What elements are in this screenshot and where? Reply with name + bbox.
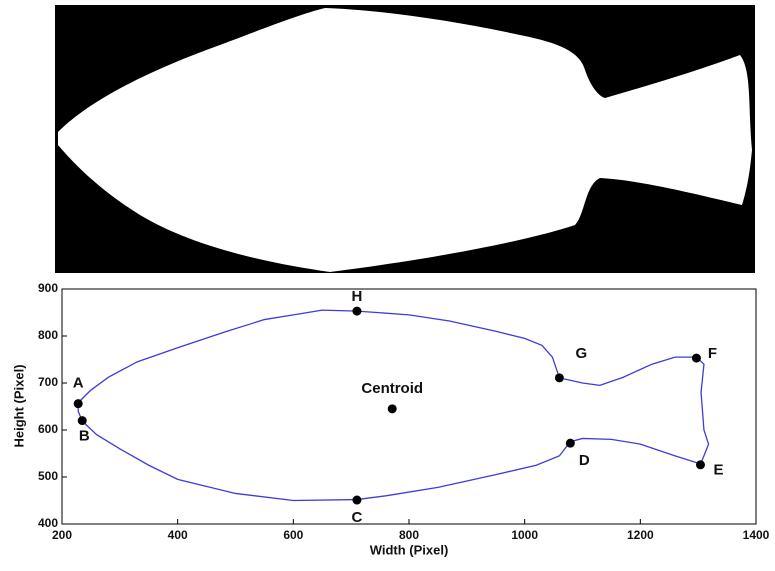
landmark-point (566, 439, 575, 448)
landmark-label: C (352, 509, 363, 526)
y-tick-label: 900 (38, 281, 58, 295)
y-tick-label: 500 (38, 469, 58, 483)
x-tick-label: 1000 (511, 528, 538, 542)
landmark-label: H (352, 288, 363, 305)
y-tick-label: 400 (38, 516, 58, 530)
landmark-label: A (73, 375, 84, 392)
landmark-point (74, 399, 83, 408)
y-axis-label: Height (Pixel) (11, 364, 26, 447)
landmark-point (696, 460, 705, 469)
landmark-point (555, 373, 564, 382)
y-tick-label: 700 (38, 375, 58, 389)
x-tick-label: 1200 (627, 528, 654, 542)
plot-frame (62, 289, 756, 524)
x-tick-label: 600 (283, 528, 303, 542)
landmark-label: B (79, 428, 90, 445)
landmark-point (388, 404, 397, 413)
x-tick-label: 200 (52, 528, 72, 542)
x-axis-label: Width (Pixel) (370, 542, 449, 557)
landmark-point (352, 307, 361, 316)
y-tick-label: 800 (38, 328, 58, 342)
landmark-label: Centroid (361, 380, 423, 397)
landmark-point (352, 496, 361, 505)
landmark-label: G (576, 345, 588, 362)
page: Width (Pixel) Height (Pixel) 20040060080… (0, 0, 775, 571)
x-tick-label: 400 (168, 528, 188, 542)
landmark-point (78, 416, 87, 425)
y-tick-label: 600 (38, 422, 58, 436)
figure: Width (Pixel) Height (Pixel) 20040060080… (0, 0, 775, 566)
landmark-label: D (579, 452, 590, 469)
x-tick-label: 800 (399, 528, 419, 542)
landmark-point (692, 354, 701, 363)
landmark-label: E (713, 462, 723, 479)
landmark-label: F (708, 345, 717, 362)
x-tick-label: 1400 (743, 528, 770, 542)
